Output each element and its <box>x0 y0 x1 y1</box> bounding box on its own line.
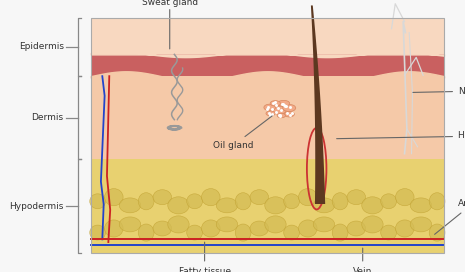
Text: Fatty tissue: Fatty tissue <box>179 242 231 272</box>
Ellipse shape <box>313 198 335 213</box>
Ellipse shape <box>272 106 286 114</box>
Ellipse shape <box>362 216 383 233</box>
Ellipse shape <box>395 189 414 206</box>
Ellipse shape <box>264 104 275 111</box>
Text: Hair folicle: Hair folicle <box>337 131 465 141</box>
Ellipse shape <box>168 197 189 214</box>
Ellipse shape <box>362 197 383 214</box>
Ellipse shape <box>270 101 280 106</box>
Text: Oil gland: Oil gland <box>213 116 272 150</box>
Text: Artery: Artery <box>435 199 465 234</box>
Ellipse shape <box>381 194 397 209</box>
Text: Epidermis: Epidermis <box>19 42 64 51</box>
Ellipse shape <box>429 224 445 241</box>
Ellipse shape <box>250 221 269 236</box>
Text: Vein: Vein <box>353 248 372 272</box>
Ellipse shape <box>299 220 317 237</box>
Bar <box>91 54 444 76</box>
Polygon shape <box>311 5 325 204</box>
Bar <box>91 18 444 159</box>
Bar <box>91 18 444 54</box>
Ellipse shape <box>235 224 251 241</box>
Ellipse shape <box>90 194 106 209</box>
Ellipse shape <box>187 225 203 240</box>
Ellipse shape <box>278 100 290 106</box>
Ellipse shape <box>90 225 106 240</box>
Ellipse shape <box>410 198 432 213</box>
Ellipse shape <box>216 198 238 213</box>
Ellipse shape <box>266 111 275 116</box>
Ellipse shape <box>332 224 348 241</box>
Text: Nerves: Nerves <box>413 86 465 96</box>
Ellipse shape <box>299 189 317 206</box>
Ellipse shape <box>284 112 294 117</box>
Ellipse shape <box>120 217 141 232</box>
Ellipse shape <box>347 190 365 205</box>
Text: Dermis: Dermis <box>32 113 64 122</box>
Ellipse shape <box>168 216 189 233</box>
Ellipse shape <box>313 217 335 232</box>
Ellipse shape <box>283 104 296 112</box>
Ellipse shape <box>153 221 172 236</box>
Ellipse shape <box>381 225 397 240</box>
Ellipse shape <box>347 221 365 236</box>
Ellipse shape <box>201 220 220 237</box>
Ellipse shape <box>138 193 154 210</box>
Ellipse shape <box>265 216 286 233</box>
Ellipse shape <box>216 217 238 232</box>
Ellipse shape <box>284 194 299 209</box>
Ellipse shape <box>284 225 299 240</box>
Ellipse shape <box>277 113 286 118</box>
Text: Hypodermis: Hypodermis <box>9 202 64 211</box>
Ellipse shape <box>235 193 251 210</box>
Ellipse shape <box>201 189 220 206</box>
Ellipse shape <box>265 197 286 214</box>
Ellipse shape <box>105 189 123 206</box>
Ellipse shape <box>120 198 141 213</box>
Bar <box>91 18 444 253</box>
Ellipse shape <box>250 190 269 205</box>
Ellipse shape <box>153 190 172 205</box>
Ellipse shape <box>429 193 445 210</box>
Ellipse shape <box>105 220 123 237</box>
Ellipse shape <box>395 220 414 237</box>
Bar <box>91 159 444 253</box>
Ellipse shape <box>332 193 348 210</box>
Ellipse shape <box>410 217 432 232</box>
Ellipse shape <box>187 194 203 209</box>
Ellipse shape <box>138 224 154 241</box>
Text: Sweat gland: Sweat gland <box>142 0 198 7</box>
